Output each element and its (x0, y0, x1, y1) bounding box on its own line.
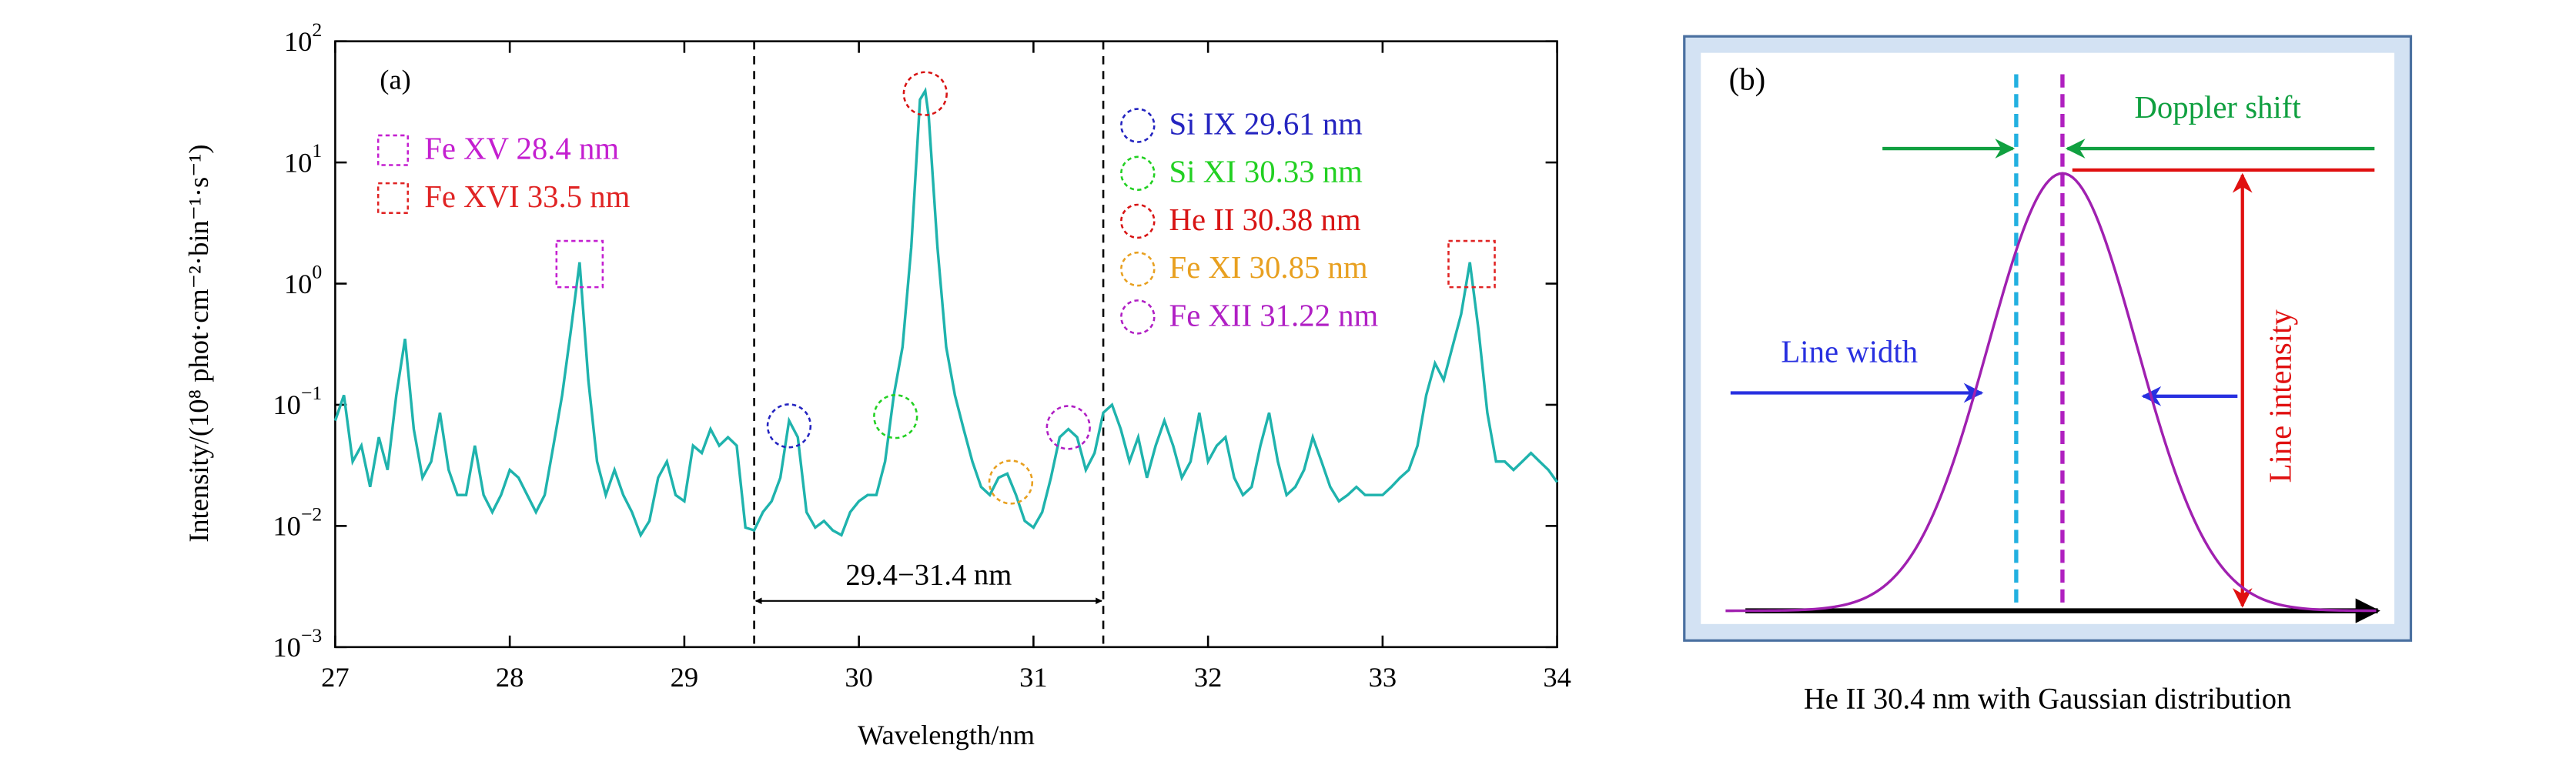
tick-base: 10 (284, 148, 312, 179)
marker-circle (766, 403, 812, 449)
marker-square (555, 239, 604, 289)
legend-label: Fe XII 31.22 nm (1169, 298, 1379, 332)
y-tick-label: 100 (284, 261, 322, 300)
tick-base: 10 (284, 26, 312, 57)
spectrum-line (333, 86, 1559, 539)
x-tick-label: 33 (1369, 662, 1397, 693)
x-tick-label: 32 (1194, 662, 1222, 693)
legend-swatch (1120, 251, 1156, 287)
intensity-label: Line intensity (2263, 309, 2298, 483)
y-tick-label: 101 (284, 139, 322, 179)
legend-swatch (376, 182, 410, 215)
y-tick-label: 10−2 (273, 503, 322, 542)
y-tick-label: 10−3 (273, 624, 322, 663)
tick-exponent: 1 (312, 139, 322, 162)
legend-swatch (376, 134, 410, 166)
tick-exponent: −2 (301, 503, 322, 525)
marker-circle (902, 71, 948, 116)
legend-label: He II 30.38 nm (1169, 202, 1361, 237)
marker-circle (873, 394, 918, 439)
x-axis-label: Wavelength/nm (858, 720, 1035, 750)
tick-exponent: −3 (301, 624, 322, 646)
panel-label: (b) (1729, 62, 1766, 97)
tick-base: 10 (273, 632, 300, 663)
marker-square (1447, 239, 1496, 289)
x-tick-label: 31 (1019, 662, 1047, 693)
gaussian-profile (1725, 172, 2377, 613)
x-tick-label: 29 (671, 662, 698, 693)
y-axis-label: Intensity/(10⁸ phot·cm⁻²·bin⁻¹·s⁻¹) (183, 145, 214, 543)
x-tick-label: 30 (845, 662, 872, 693)
tick-exponent: −1 (301, 382, 322, 404)
legend-label: Si XI 30.33 nm (1169, 155, 1363, 189)
marker-circle (988, 459, 1034, 505)
x-tick-label: 27 (321, 662, 349, 693)
tick-base: 10 (284, 269, 312, 299)
caption: He II 30.4 nm with Gaussian distribution (1804, 683, 2292, 715)
band-label: 29.4−31.4 nm (845, 560, 1012, 592)
x-tick-label: 34 (1543, 662, 1571, 693)
legend-swatch (1120, 155, 1156, 191)
legend-label: Fe XVI 33.5 nm (424, 179, 630, 214)
y-tick-label: 102 (284, 18, 322, 58)
plot-frame (334, 40, 1558, 649)
legend-label: Si IX 29.61 nm (1169, 107, 1363, 142)
y-tick-label: 10−1 (273, 382, 322, 421)
panel-label: (a) (380, 65, 410, 95)
marker-circle (1045, 405, 1091, 450)
tick-base: 10 (273, 511, 300, 542)
legend-swatch (1120, 203, 1156, 239)
tick-base: 10 (273, 390, 300, 421)
tick-exponent: 2 (312, 18, 322, 41)
legend-label: Fe XI 30.85 nm (1169, 250, 1368, 285)
legend-label: Fe XV 28.4 nm (424, 132, 619, 166)
tick-exponent: 0 (312, 261, 322, 283)
doppler-label: Doppler shift (2134, 90, 2301, 125)
width-label: Line width (1781, 335, 1918, 369)
x-tick-label: 28 (496, 662, 524, 693)
legend-swatch (1120, 108, 1156, 143)
legend-swatch (1120, 299, 1156, 335)
